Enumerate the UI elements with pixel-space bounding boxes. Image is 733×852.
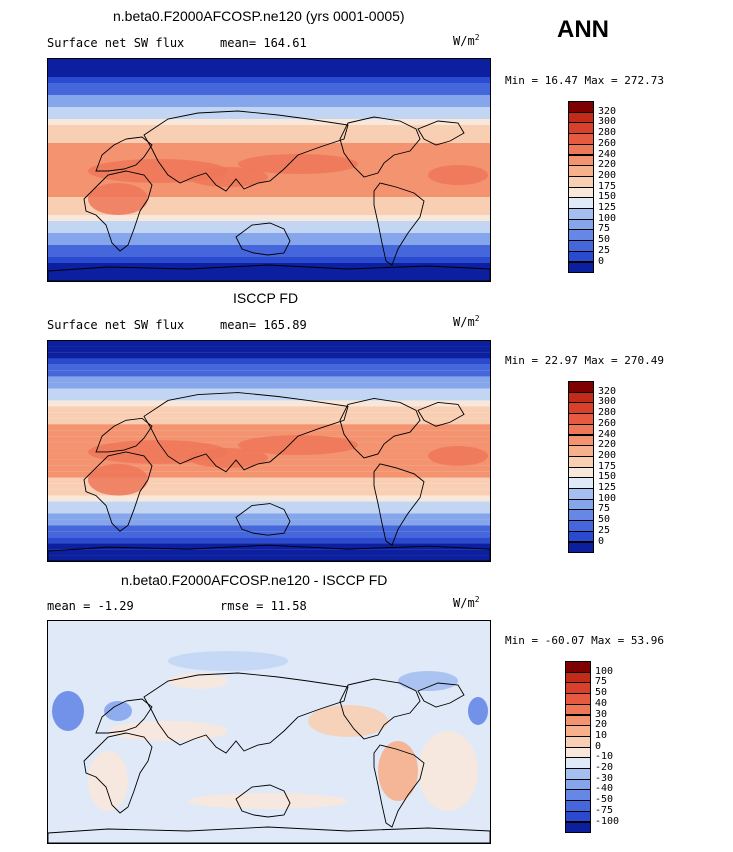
colorbar-tick-label: 125 [598,202,617,213]
colorbar-tick-label: -40 [595,783,614,795]
panel-2-units: W/m2 [453,314,480,329]
colorbar-tick-label: 150 [598,471,617,483]
colorbar-swatch [568,261,594,274]
colorbar-tick-label: 100 [598,212,617,224]
colorbar-tick-label: 25 [598,244,611,256]
panel-2-map [47,340,491,562]
colorbar-tick-label: 300 [598,396,617,408]
colorbar-tick-label: 320 [598,105,617,117]
panel-1-map [47,58,491,282]
colorbar-tick-label: -75 [595,804,614,816]
colorbar-tick-label: -20 [595,762,614,773]
colorbar-tick-label: 280 [598,407,617,419]
colorbar-tick-label: 0 [598,255,605,267]
colorbar-tick-label: 50 [598,514,611,526]
colorbar-swatch [565,821,591,834]
colorbar-tick-label: 240 [598,148,617,160]
colorbar-tick-label: -50 [595,794,614,806]
colorbar-tick-label: 10 [595,729,608,741]
panel-2-minmax: Min = 22.97 Max = 270.49 [505,354,664,367]
colorbar-tick-label: 240 [598,428,617,440]
panel-3-mean: mean = -1.29 [47,599,134,613]
panel-3-title: n.beta0.F2000AFCOSP.ne120 - ISCCP FD [121,572,388,588]
colorbar-tick-label: 200 [598,169,617,181]
colorbar-tick-label: 150 [598,191,617,203]
colorbar-tick-label: -30 [595,772,614,784]
colorbar-tick-label: 125 [598,482,617,493]
colorbar-tick-label: 280 [598,127,617,139]
panel-1-title: n.beta0.F2000AFCOSP.ne120 (yrs 0001-0005… [113,8,405,24]
colorbar-tick-label: 175 [598,460,617,472]
panel-1-variable-label: Surface net SW flux [47,36,185,50]
panel-3-units: W/m2 [453,595,480,610]
panel-2-variable-label: Surface net SW flux [47,318,185,332]
colorbar-tick-label: 260 [598,417,617,429]
colorbar-tick-label: 300 [598,116,617,128]
colorbar-tick-label: 0 [595,740,602,752]
colorbar-tick-label: 200 [598,449,617,461]
colorbar-tick-label: -100 [595,815,620,827]
colorbar-tick-label: 320 [598,385,617,397]
colorbar-tick-label: 100 [598,492,617,504]
colorbar-swatch [568,541,594,554]
panel-3-map [47,620,491,844]
colorbar-tick-label: 220 [598,439,617,451]
colorbar-tick-label: 20 [595,719,608,731]
panel-2-title: ISCCP FD [233,290,299,306]
panel-1-units: W/m2 [453,33,480,48]
colorbar-tick-label: 75 [595,676,608,688]
colorbar-tick-label: 0 [598,535,605,547]
colorbar-tick-label: 50 [598,234,611,246]
colorbar-tick-label: 30 [595,708,608,720]
panel-3-rmse: rmse = 11.58 [220,599,307,613]
panel-3-minmax: Min = -60.07 Max = 53.96 [505,634,664,647]
colorbar-tick-label: 75 [598,223,611,235]
panel-1-minmax: Min = 16.47 Max = 272.73 [505,74,664,87]
colorbar-tick-label: 75 [598,503,611,515]
colorbar-tick-label: 220 [598,159,617,171]
season-label: ANN [557,16,609,43]
colorbar-tick-label: -10 [595,751,614,763]
colorbar-tick-label: 50 [595,687,608,699]
colorbar-tick-label: 260 [598,137,617,149]
panel-1-mean: mean= 164.61 [220,36,307,50]
colorbar-tick-label: 40 [595,697,608,709]
colorbar-tick-label: 100 [595,665,614,677]
colorbar-tick-label: 25 [598,524,611,536]
panel-2-mean: mean= 165.89 [220,318,307,332]
colorbar-tick-label: 175 [598,180,617,192]
